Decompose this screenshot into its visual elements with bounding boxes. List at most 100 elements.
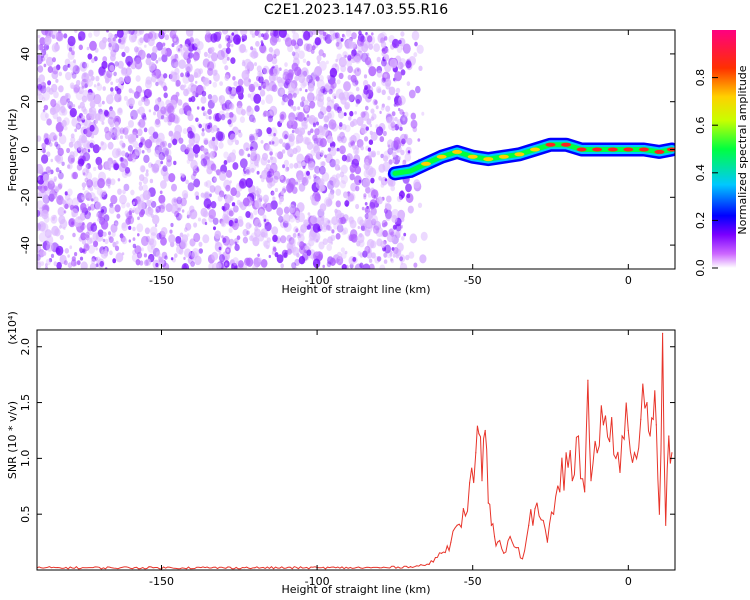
noise-blob <box>381 77 386 83</box>
noise-blob <box>134 35 138 39</box>
noise-blob <box>305 89 308 93</box>
noise-blob <box>141 96 146 103</box>
noise-blob <box>144 139 153 149</box>
noise-blob <box>128 88 133 94</box>
noise-blob <box>150 200 157 208</box>
noise-blob <box>252 133 259 141</box>
noise-blob <box>186 110 192 117</box>
noise-blob <box>248 114 255 123</box>
noise-blob <box>242 228 249 237</box>
noise-blob <box>291 62 299 72</box>
noise-blob <box>92 144 100 154</box>
noise-blob <box>408 89 416 99</box>
noise-blob <box>333 103 340 111</box>
noise-blob <box>417 202 423 208</box>
noise-blob <box>395 92 399 97</box>
noise-blob <box>155 159 162 169</box>
noise-blob <box>72 171 78 180</box>
noise-blob <box>396 195 402 202</box>
noise-blob <box>348 116 352 121</box>
noise-blob <box>301 176 309 186</box>
noise-blob <box>395 87 401 94</box>
noise-blob <box>164 150 169 156</box>
noise-blob <box>289 244 297 253</box>
noise-blob <box>187 182 195 192</box>
noise-blob <box>90 258 96 264</box>
noise-blob <box>330 34 335 41</box>
noise-blob <box>231 202 236 207</box>
noise-blob <box>81 61 87 69</box>
noise-blob <box>294 75 299 82</box>
noise-blob <box>69 245 73 250</box>
noise-blob <box>287 93 293 100</box>
noise-blob <box>95 263 99 268</box>
x-tick-label: -150 <box>149 575 174 588</box>
noise-blob <box>147 37 155 47</box>
noise-blob <box>76 260 81 266</box>
noise-blob <box>282 142 286 148</box>
noise-blob <box>258 208 265 216</box>
noise-blob <box>45 56 54 67</box>
snr-point <box>571 480 573 482</box>
noise-blob <box>376 126 384 136</box>
noise-blob <box>146 199 152 207</box>
noise-blob <box>115 252 124 263</box>
noise-blob <box>390 258 393 262</box>
noise-blob <box>103 190 107 195</box>
noise-blob <box>167 105 175 115</box>
noise-blob <box>267 181 273 189</box>
noise-blob <box>122 189 126 195</box>
noise-blob <box>334 32 340 39</box>
noise-blob <box>143 207 150 215</box>
noise-blob <box>43 132 49 139</box>
noise-blob <box>50 253 55 258</box>
noise-blob <box>231 220 239 231</box>
noise-blob <box>344 250 348 255</box>
noise-blob <box>207 108 213 115</box>
noise-blob <box>48 258 53 263</box>
snr-point <box>475 452 477 454</box>
noise-blob <box>413 52 418 58</box>
noise-blob <box>137 38 144 46</box>
noise-blob <box>145 169 149 173</box>
noise-blob <box>51 83 58 93</box>
noise-blob <box>278 138 283 144</box>
noise-blob <box>331 216 338 226</box>
noise-blob <box>396 242 404 252</box>
noise-blob <box>41 30 49 36</box>
noise-blob <box>63 33 68 39</box>
noise-blob <box>88 106 97 117</box>
noise-blob <box>183 88 189 97</box>
noise-blob <box>154 223 158 228</box>
noise-blob <box>131 153 136 160</box>
noise-blob <box>326 261 332 268</box>
trace-peak <box>654 149 665 154</box>
noise-blob <box>156 232 162 240</box>
noise-blob <box>178 248 184 255</box>
noise-blob <box>174 116 181 124</box>
noise-blob <box>287 116 295 126</box>
noise-blob <box>150 232 157 240</box>
noise-blob <box>249 214 254 220</box>
noise-blob <box>211 94 218 104</box>
noise-blob <box>260 42 264 47</box>
noise-blob <box>385 83 391 90</box>
noise-blob <box>288 239 296 249</box>
noise-blob <box>193 222 198 228</box>
noise-blob <box>218 43 222 49</box>
noise-blob <box>108 109 116 120</box>
trace-peak <box>545 142 556 147</box>
noise-blob <box>286 234 292 242</box>
noise-blob <box>411 30 420 41</box>
noise-blob <box>125 67 132 76</box>
noise-blob <box>128 33 137 43</box>
noise-blob <box>271 136 280 147</box>
noise-blob <box>46 242 54 252</box>
noise-blob <box>349 173 355 181</box>
noise-blob <box>193 178 201 188</box>
noise-blob <box>281 149 286 154</box>
noise-blob <box>58 71 63 77</box>
noise-blob <box>370 189 379 200</box>
noise-blob <box>417 138 421 142</box>
noise-blob <box>202 210 209 218</box>
